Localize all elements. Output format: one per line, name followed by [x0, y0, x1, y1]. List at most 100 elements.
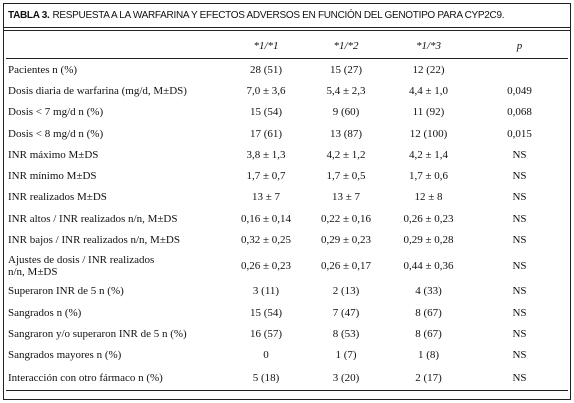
cell: 1,7 ± 0,6 [408, 170, 449, 183]
row-label: INR mínimo M±DS [8, 170, 97, 183]
cell: 0,32 ± 0,25 [240, 234, 292, 247]
cell: 4,4 ± 1,0 [408, 84, 449, 97]
row-label: Interacción con otro fármaco n (%) [6, 365, 226, 391]
cell: 28 (51) [249, 63, 283, 76]
cell: 0,44 ± 0,36 [403, 259, 454, 272]
row-label: Ajustes de dosis / INR realizados n/n, M… [8, 253, 155, 278]
rule [4, 30, 570, 31]
cell: 9 (60) [332, 106, 360, 119]
row-label: INR altos / INR realizados n/n, M±DS [8, 212, 178, 225]
cell: 2 (13) [332, 285, 360, 298]
cell: 0,22 ± 0,16 [320, 212, 372, 225]
title: TABLA 3. RESPUESTA A LA WARFARINA Y EFECT… [8, 10, 505, 21]
row-label: INR máximo M±DS [8, 148, 99, 161]
cell: 13 ± 7 [331, 191, 361, 204]
header-row: *1/*1 *1/*2 *1/*3 p [6, 34, 568, 59]
cell: 3 (11) [252, 285, 280, 298]
header-cell [6, 34, 226, 59]
cell: NS [512, 327, 527, 340]
cell: NS [512, 259, 527, 272]
table-row: Ajustes de dosis / INR realizados n/n, M… [6, 251, 568, 281]
cell: 8 (53) [332, 327, 360, 340]
cell: NS [512, 234, 527, 247]
cell: 0,068 [507, 106, 532, 119]
cell: NS [512, 212, 527, 225]
table-row: Interacción con otro fármaco n (%) 5 (18)… [6, 365, 568, 391]
table-row: Sangrados mayores n (%) 0 1 (7) 1 (8) NS [6, 345, 568, 366]
cell: 0,26 ± 0,23 [403, 212, 454, 225]
cell: 0 [263, 349, 269, 362]
cell: 13 (87) [329, 127, 363, 140]
cell: 17 (61) [249, 127, 283, 140]
table-row: Sangraron y/o superaron INR de 5 n (%) 16… [6, 323, 568, 344]
table-frame: TABLA 3. RESPUESTA A LA WARFARINA Y EFECT… [3, 3, 571, 400]
row-label: Dosis < 7 mg/d n (%) [8, 106, 104, 119]
table-row: Dosis diaria de warfarina (mg/d, M±DS) 7,… [6, 80, 568, 101]
cell: 4,2 ± 1,4 [408, 148, 449, 161]
header-cell: *1/*2 [306, 34, 386, 59]
cell: 0,015 [507, 127, 532, 140]
cell: 0,26 ± 0,17 [320, 259, 372, 272]
row-label: INR bajos / INR realizados n/n, M±DS [8, 234, 180, 247]
cell: 1 (7) [335, 349, 357, 362]
cell: 1,7 ± 0,7 [246, 170, 286, 183]
row-label: Sangrados n (%) [8, 306, 82, 319]
cell: 5 (18) [226, 365, 306, 391]
cell: 7 (47) [332, 306, 360, 319]
cell: 2 (17) [386, 365, 471, 391]
cell: NS [512, 349, 527, 362]
cell: 0,29 ± 0,23 [320, 234, 372, 247]
cell: 4,2 ± 1,2 [326, 148, 366, 161]
cell: 15 (54) [249, 306, 283, 319]
cell: 4 (33) [415, 285, 442, 298]
row-label: Sangraron y/o superaron INR de 5 n (%) [8, 327, 187, 340]
row-label: Pacientes n (%) [8, 63, 78, 76]
table-row: INR mínimo M±DS 1,7 ± 0,7 1,7 ± 0,5 1,7 ± 0… [6, 165, 568, 186]
table-row: INR máximo M±DS 3,8 ± 1,3 4,2 ± 1,2 4,2 ± 1… [6, 144, 568, 165]
cell: 12 ± 8 [414, 191, 443, 204]
table-row: Dosis < 7 mg/d n (%) 15 (54) 9 (60) 11 (92)… [6, 102, 568, 123]
cell: 3,8 ± 1,3 [246, 148, 286, 161]
header-cell: *1/*3 [386, 34, 471, 59]
table-row: INR bajos / INR realizados n/n, M±DS 0,32… [6, 229, 568, 250]
table-row: INR realizados M±DS 13 ± 7 13 ± 7 12 ± 8 NS [6, 187, 568, 208]
cell: 13 ± 7 [251, 191, 281, 204]
table-row: Pacientes n (%) 28 (51) 15 (27) 12 (22) [6, 59, 568, 81]
header-cell: p [471, 34, 568, 59]
table-row: Sangrados n (%) 15 (54) 7 (47) 8 (67) NS [6, 302, 568, 323]
cell: NS [512, 170, 527, 183]
table-row: INR altos / INR realizados n/n, M±DS 0,16… [6, 208, 568, 229]
title-text: RESPUESTA A LA WARFARINA Y EFECTOS ADVER… [52, 10, 505, 21]
cell: 5,4 ± 2,3 [326, 84, 366, 97]
table: *1/*1 *1/*2 *1/*3 p Pacientes n (%) 28 (51) 1… [6, 34, 568, 391]
cell [471, 59, 568, 81]
cell: 15 (54) [249, 106, 283, 119]
cell: 12 (22) [412, 63, 445, 76]
rule [4, 27, 570, 28]
cell: NS [512, 285, 527, 298]
cell: 0,049 [507, 84, 532, 97]
cell: NS [512, 306, 527, 319]
cell: 15 (27) [329, 63, 363, 76]
row-label: Superaron INR de 5 n (%) [8, 285, 124, 298]
cell: 8 (67) [415, 327, 442, 340]
cell: 11 (92) [412, 106, 445, 119]
title-label: TABLA 3. [8, 10, 50, 21]
cell: NS [471, 365, 568, 391]
table-row: Superaron INR de 5 n (%) 3 (11) 2 (13) 4 (3… [6, 281, 568, 302]
row-label: INR realizados M±DS [8, 191, 107, 204]
cell: 7,0 ± 3,6 [246, 84, 286, 97]
cell: 0,29 ± 0,28 [403, 234, 454, 247]
table-row: Dosis < 8 mg/d n (%) 17 (61) 13 (87) 12 (10… [6, 123, 568, 144]
header-cell: *1/*1 [226, 34, 306, 59]
cell: 8 (67) [415, 306, 442, 319]
row-label: Dosis diaria de warfarina (mg/d, M±DS) [8, 84, 187, 97]
cell: 0,26 ± 0,23 [240, 259, 292, 272]
cell: 16 (57) [249, 327, 283, 340]
cell: 0,16 ± 0,14 [240, 212, 292, 225]
cell: 1 (8) [417, 349, 440, 362]
cell: NS [512, 191, 527, 204]
row-label: Sangrados mayores n (%) [8, 349, 122, 362]
cell: 3 (20) [306, 365, 386, 391]
cell: 1,7 ± 0,5 [326, 170, 366, 183]
